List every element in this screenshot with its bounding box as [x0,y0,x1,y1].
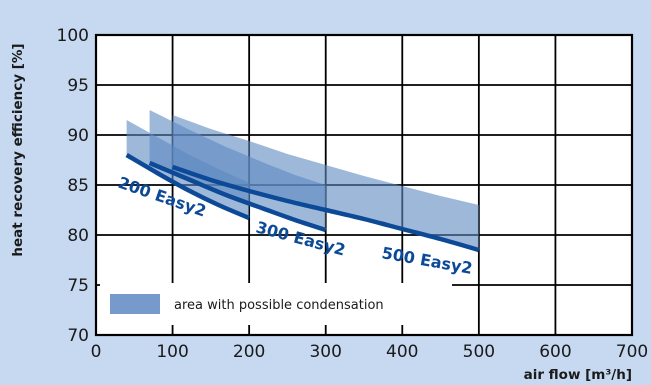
plot-frame [94,33,634,337]
x-tick-label: 100 [156,342,188,362]
series-line-2 [171,164,480,253]
series-lines [125,153,480,253]
x-axis-title: air flow [m³/h] [524,367,632,383]
y-tick-label: 85 [67,176,89,196]
x-tick-label: 200 [233,342,265,362]
series-line-1 [148,160,327,233]
x-tick-label: 700 [616,342,648,362]
x-tick-label: 0 [91,342,102,362]
series-line-0 [125,153,251,221]
y-axis-title: heat recovery efficiency [%] [10,43,26,256]
legend-swatch [110,294,160,314]
x-tick-label: 300 [309,342,341,362]
y-tick-label: 75 [67,276,89,296]
legend-label: area with possible condensation [174,298,384,313]
y-tick-labels: 70 75 80 85 90 95 100 [57,26,89,346]
legend: area with possible condensation [100,283,452,325]
y-tick-label: 70 [67,326,89,346]
x-tick-label: 600 [539,342,571,362]
y-tick-label: 80 [67,226,89,246]
x-tick-label: 500 [463,342,495,362]
y-tick-label: 100 [57,26,89,46]
x-tick-label: 400 [386,342,418,362]
y-tick-label: 90 [67,126,89,146]
y-tick-label: 95 [67,76,89,96]
x-tick-labels: 0 100 200 300 400 500 600 700 [91,342,649,362]
condensation-area-2 [172,115,479,250]
